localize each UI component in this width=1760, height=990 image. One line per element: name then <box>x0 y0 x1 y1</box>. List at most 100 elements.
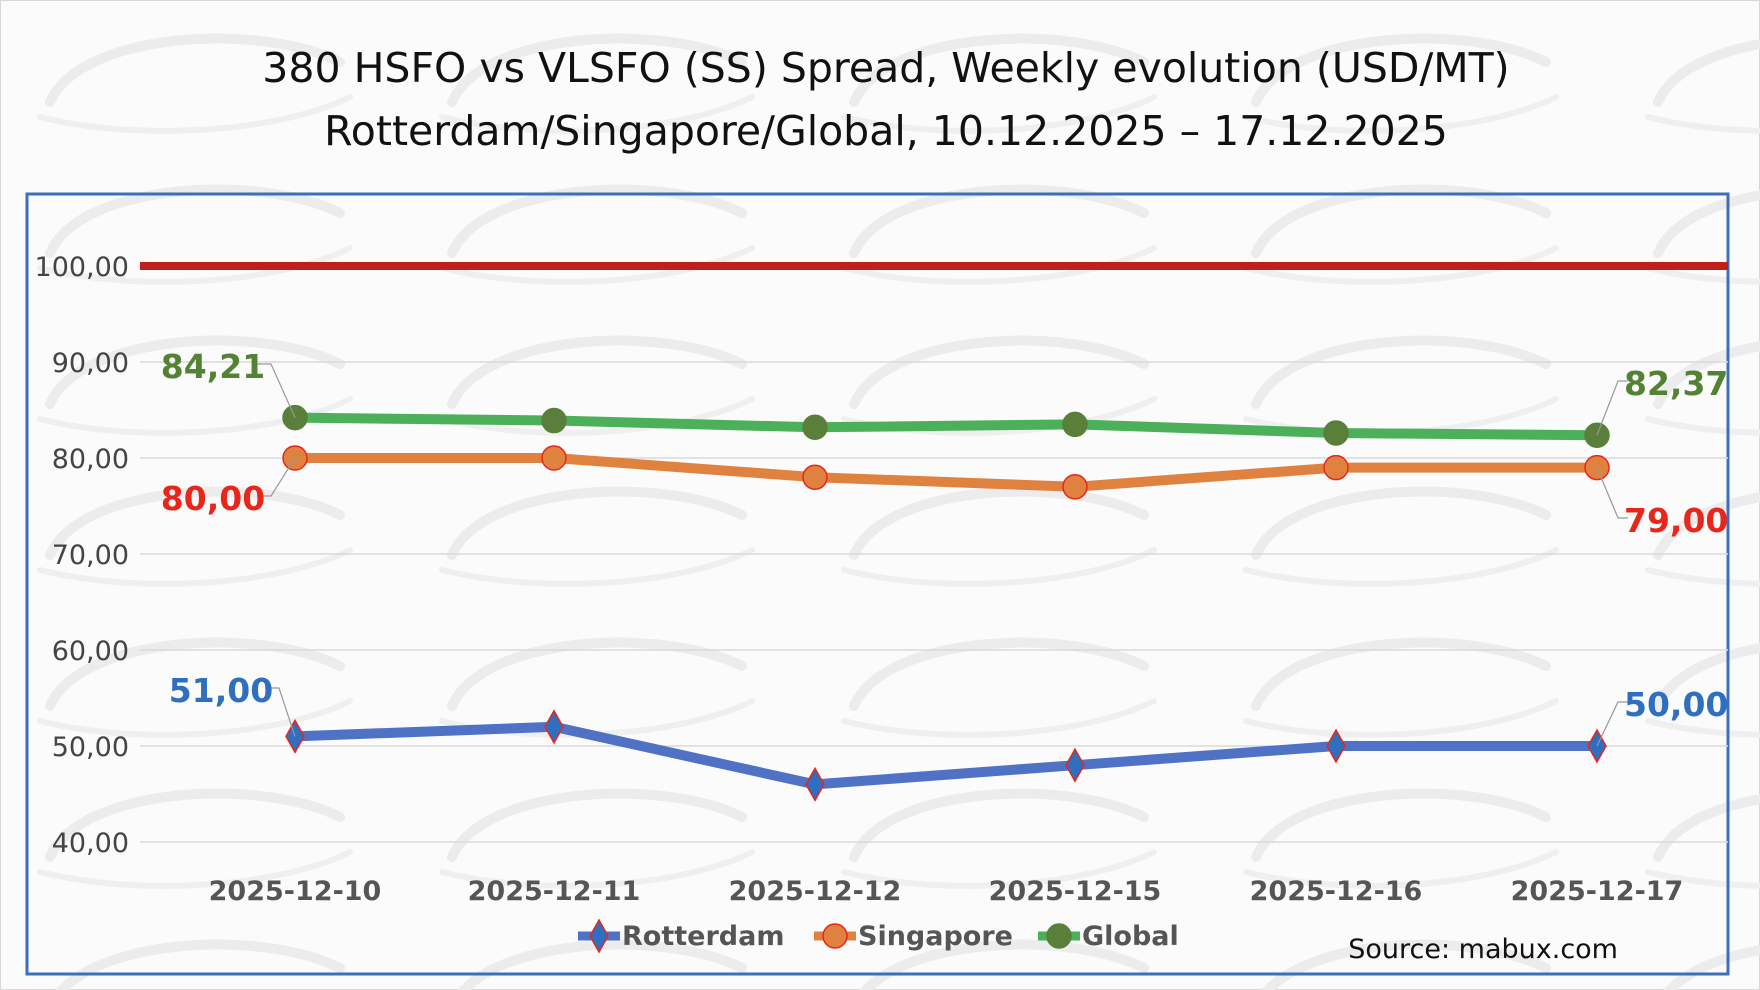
watermark-swoosh <box>841 547 1157 587</box>
watermark-swoosh <box>1653 794 1760 862</box>
data-point-global <box>802 414 828 441</box>
watermark-swoosh <box>1243 849 1559 889</box>
watermark-swoosh <box>841 94 1157 134</box>
watermark-swoosh <box>1251 486 1551 560</box>
watermark-swoosh <box>447 184 747 258</box>
data-label-rotterdam: 50,00 <box>1624 685 1728 724</box>
data-point-rotterdam <box>544 709 564 745</box>
series-global <box>282 404 1610 448</box>
legend-item-singapore[interactable]: Singapore <box>814 921 1013 952</box>
data-label-rotterdam: 51,00 <box>169 671 273 710</box>
watermark-swoosh <box>849 335 1149 409</box>
data-point-global <box>1323 420 1349 446</box>
legend-item-global[interactable]: Global <box>1038 921 1179 952</box>
watermark-swoosh <box>1251 637 1551 711</box>
watermark-swoosh <box>37 396 353 436</box>
watermark-swoosh <box>37 94 353 134</box>
x-tick-label: 2025-12-12 <box>729 876 902 907</box>
watermark-swoosh <box>841 849 1157 889</box>
watermark-swoosh <box>1243 698 1559 738</box>
watermark-swoosh <box>849 788 1149 862</box>
watermark-swoosh <box>439 849 755 889</box>
watermark-swoosh <box>439 396 755 436</box>
series-rotterdam <box>285 709 1607 802</box>
y-tick-label: 70,00 <box>52 540 129 571</box>
data-point-singapore <box>822 923 848 949</box>
watermark-swoosh <box>841 245 1157 285</box>
data-point-rotterdam <box>589 918 609 954</box>
watermark-swoosh <box>1243 547 1559 587</box>
watermark-swoosh <box>849 184 1149 258</box>
watermark-swoosh <box>45 33 345 107</box>
x-tick-label: 2025-12-11 <box>468 876 641 907</box>
watermark-swoosh <box>45 184 345 258</box>
data-label-singapore: 79,00 <box>1624 501 1728 540</box>
data-point-global <box>1046 923 1072 949</box>
watermark-swoosh <box>45 637 345 711</box>
y-tick-label: 80,00 <box>52 444 129 475</box>
watermark-swoosh <box>1251 184 1551 258</box>
watermark-swoosh <box>841 698 1157 738</box>
watermark-swoosh <box>1251 788 1551 862</box>
data-point-rotterdam <box>1326 728 1346 764</box>
watermark-swoosh <box>1645 416 1760 436</box>
watermark <box>37 33 1760 990</box>
watermark-swoosh <box>1645 718 1760 738</box>
data-point-singapore <box>1323 454 1349 481</box>
watermark-swoosh <box>1251 33 1551 107</box>
watermark-swoosh <box>37 547 353 587</box>
watermark-swoosh <box>447 335 747 409</box>
data-label-singapore: 80,00 <box>161 479 265 518</box>
watermark-swoosh <box>1243 94 1559 134</box>
x-tick-label: 2025-12-16 <box>1250 876 1423 907</box>
data-point-rotterdam <box>805 766 825 802</box>
y-tick-label: 50,00 <box>52 732 129 763</box>
series-line-rotterdam <box>294 721 1597 790</box>
data-point-singapore <box>541 445 567 471</box>
leader-line <box>1596 380 1628 436</box>
watermark-swoosh <box>1645 567 1760 587</box>
plot-area <box>25 192 1730 976</box>
watermark-swoosh <box>1653 492 1760 560</box>
watermark-swoosh <box>1645 869 1760 889</box>
watermark-swoosh <box>45 788 345 862</box>
watermark-swoosh <box>1653 190 1760 258</box>
legend-item-rotterdam[interactable]: Rotterdam <box>578 918 784 954</box>
watermark-swoosh <box>849 486 1149 560</box>
data-label-global: 84,21 <box>161 347 265 386</box>
leader-line <box>257 457 296 497</box>
y-tick-label: 100,00 <box>35 252 129 283</box>
watermark-swoosh <box>439 94 755 134</box>
series-line-singapore <box>295 453 1597 492</box>
watermark-swoosh <box>447 33 747 107</box>
watermark-swoosh <box>1261 939 1551 990</box>
watermark-swoosh <box>1653 341 1760 409</box>
watermark-swoosh <box>45 335 345 409</box>
y-tick-label: 90,00 <box>52 348 129 379</box>
watermark-swoosh <box>37 245 353 285</box>
legend-label: Singapore <box>858 921 1013 952</box>
watermark-swoosh <box>37 698 353 738</box>
watermark-swoosh <box>1663 945 1760 990</box>
data-point-singapore <box>1062 474 1088 500</box>
watermark-swoosh <box>447 486 747 560</box>
watermark-swoosh <box>447 788 747 862</box>
legend-label: Global <box>1082 921 1179 952</box>
y-tick-label: 60,00 <box>52 636 129 667</box>
data-point-global <box>541 407 567 434</box>
watermark-swoosh <box>1251 335 1551 409</box>
watermark-swoosh <box>1243 245 1559 285</box>
watermark-swoosh <box>457 939 747 990</box>
legend-label: Rotterdam <box>622 921 784 952</box>
series-line-global <box>294 412 1598 441</box>
data-point-global <box>1062 411 1088 438</box>
leader-line <box>1596 467 1628 519</box>
leader-line <box>257 363 296 418</box>
watermark-swoosh <box>1645 265 1760 285</box>
watermark-swoosh <box>439 245 755 285</box>
x-tick-label: 2025-12-10 <box>209 876 382 907</box>
watermark-swoosh <box>849 33 1149 107</box>
x-tick-label: 2025-12-15 <box>989 876 1162 907</box>
leader-line <box>265 687 296 737</box>
